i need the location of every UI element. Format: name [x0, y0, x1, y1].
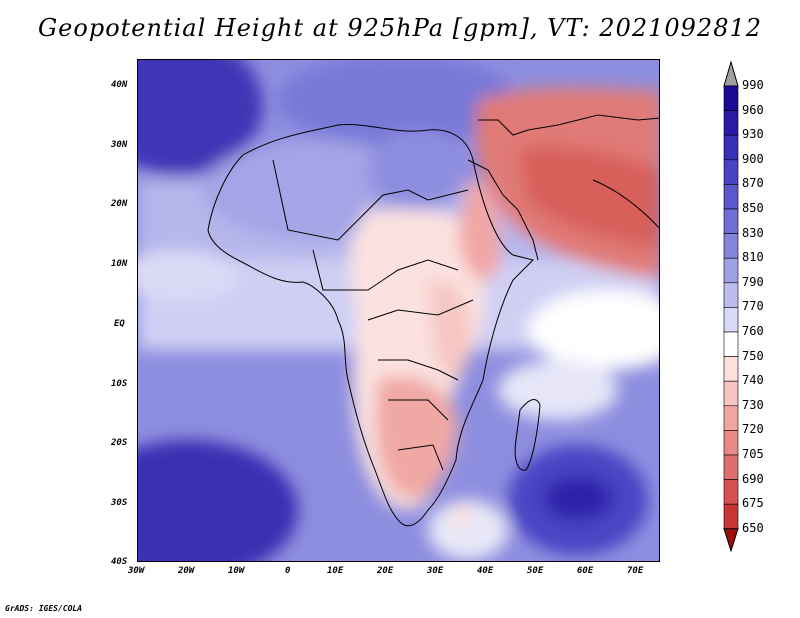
colorbar-swatch — [723, 282, 739, 308]
map-plot-area — [137, 59, 660, 562]
colorbar-swatch — [723, 503, 739, 530]
x-axis-label: 10E — [327, 566, 344, 576]
x-axis-label: 50E — [527, 566, 544, 576]
colorbar-swatch — [723, 479, 739, 505]
colorbar-tick-label: 750 — [742, 348, 764, 363]
colorbar-swatch — [723, 257, 739, 284]
colorbar-tick-label: 990 — [742, 78, 764, 92]
colorbar-over-triangle — [723, 60, 739, 87]
colorbar-swatch — [723, 110, 739, 136]
coastlines — [207, 114, 659, 527]
colorbar-swatch — [723, 184, 739, 210]
x-axis-label: 70E — [627, 566, 644, 576]
colorbar-tick-label: 690 — [742, 471, 764, 486]
colorbar-tick-label: 730 — [742, 397, 764, 412]
x-axis-label: 40E — [477, 566, 494, 576]
map-svg — [138, 60, 659, 561]
y-axis-label: 10S — [111, 379, 128, 389]
colorbar-swatch — [723, 405, 739, 431]
colorbar-tick-label: 650 — [742, 520, 764, 535]
colorbar-swatch — [723, 233, 739, 259]
colorbar-tick-label: 770 — [742, 299, 764, 314]
x-axis-label: 0 — [285, 566, 291, 576]
colorbar-tick-label: 850 — [742, 201, 764, 215]
colorbar-swatch — [723, 159, 739, 185]
colorbar-swatch — [723, 454, 739, 480]
colorbar-swatch — [723, 134, 739, 161]
colorbar-swatch — [723, 356, 739, 382]
colorbar-swatch — [723, 331, 739, 357]
colorbar — [723, 60, 739, 553]
colorbar-tick-label: 675 — [742, 496, 764, 511]
colorbar-swatch — [723, 85, 739, 111]
height-field — [138, 60, 659, 561]
colorbar-tick-label: 830 — [742, 225, 764, 240]
colorbar-tick-label: 810 — [742, 250, 764, 265]
x-axis-label: 60E — [577, 566, 594, 576]
colorbar-tick-label: 720 — [742, 422, 764, 437]
y-axis-label: 30N — [111, 140, 128, 150]
colorbar-tick-label: 740 — [742, 373, 764, 388]
y-axis-label: 40N — [111, 80, 128, 90]
y-axis-label: EQ — [114, 319, 125, 329]
y-axis-label: 40S — [111, 557, 128, 567]
colorbar-swatch — [723, 380, 739, 407]
footer-credit: GrADS: IGES/COLA — [5, 604, 83, 613]
colorbar-tick-label: 870 — [742, 176, 764, 191]
colorbar-tick-label: 900 — [742, 151, 764, 166]
y-axis-label: 20S — [111, 438, 128, 448]
colorbar-tick-label: 760 — [742, 324, 764, 338]
colorbar-tick-label: 930 — [742, 127, 764, 142]
x-axis-label: 30W — [128, 566, 145, 576]
colorbar-swatch — [723, 430, 739, 456]
y-axis-label: 20N — [111, 199, 128, 209]
x-axis-label: 10W — [228, 566, 245, 576]
colorbar-under-triangle — [723, 528, 739, 553]
y-axis-label: 10N — [111, 259, 128, 269]
x-axis-label: 20E — [377, 566, 394, 576]
colorbar-swatch — [723, 307, 739, 333]
chart-title: Geopotential Height at 925hPa [gpm], VT:… — [38, 14, 762, 42]
y-axis-label: 30S — [111, 498, 128, 508]
colorbar-tick-label: 790 — [742, 274, 764, 289]
colorbar-tick-label: 705 — [742, 447, 764, 461]
colorbar-tick-label: 960 — [742, 102, 764, 117]
x-axis-label: 30E — [427, 566, 444, 576]
colorbar-swatch — [723, 208, 739, 234]
x-axis-label: 20W — [178, 566, 195, 576]
